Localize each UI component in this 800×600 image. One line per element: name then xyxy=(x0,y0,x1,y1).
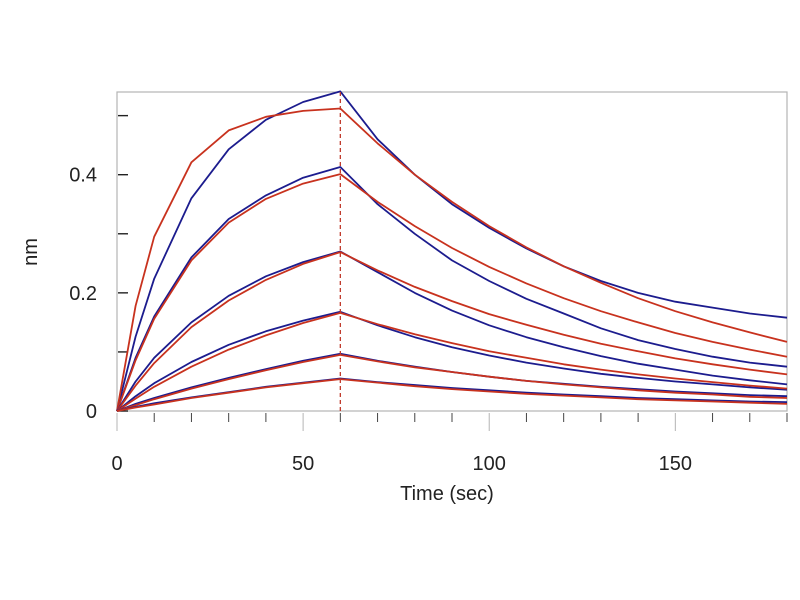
series-group xyxy=(116,90,788,412)
data-curve-3 xyxy=(116,250,788,412)
x-tick-label: 100 xyxy=(473,453,506,475)
data-curve-1 xyxy=(116,90,788,412)
axis-ticks xyxy=(116,114,788,431)
y-tick-label: 0.4 xyxy=(69,165,97,187)
fit-curve-1 xyxy=(116,107,788,412)
tick-labels: 0 50 100 150 0 0.2 0.4 xyxy=(69,165,692,475)
y-tick-label: 0 xyxy=(86,401,97,423)
x-tick-label: 0 xyxy=(111,453,122,475)
x-axis-title: Time (sec) xyxy=(400,483,494,505)
plot-frame xyxy=(116,91,788,412)
fit-curve-3 xyxy=(116,251,788,412)
fit-curve-2 xyxy=(116,173,788,412)
fit-curve-6 xyxy=(116,378,788,412)
x-tick-label: 150 xyxy=(659,453,692,475)
x-tick-label: 50 xyxy=(292,453,314,475)
y-tick-label: 0.2 xyxy=(69,283,97,305)
fit-curve-5 xyxy=(116,354,788,412)
fit-curve-4 xyxy=(116,312,788,412)
data-curve-2 xyxy=(116,166,788,412)
data-curve-4 xyxy=(116,310,788,412)
y-axis-title: nm xyxy=(20,238,42,266)
